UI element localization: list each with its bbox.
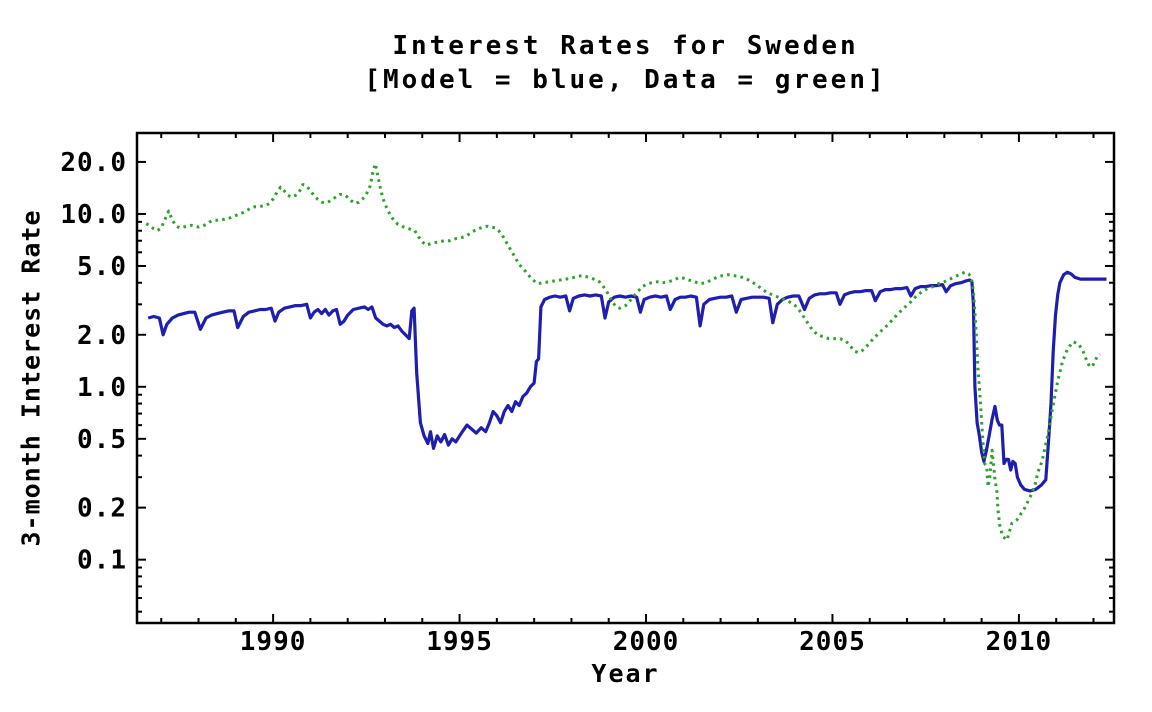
x-tick-label: 2000 xyxy=(613,627,680,657)
x-tick-label: 1995 xyxy=(426,627,493,657)
data-line xyxy=(145,162,1101,542)
y-tick-label: 1.0 xyxy=(77,373,127,403)
chart-subtitle: [Model = blue, Data = green] xyxy=(364,65,887,95)
x-tick-label: 1990 xyxy=(240,627,307,657)
y-tick-label: 5.0 xyxy=(77,252,127,282)
y-tick-label: 0.1 xyxy=(77,546,127,576)
x-axis-label: Year xyxy=(591,659,660,688)
plot-border xyxy=(135,131,1116,625)
y-tick-label: 0.5 xyxy=(77,425,127,455)
y-tick-label: 20.0 xyxy=(60,148,127,178)
y-tick-label: 2.0 xyxy=(77,321,127,351)
y-tick-label: 0.2 xyxy=(77,494,127,524)
chart-title: Interest Rates for Sweden xyxy=(392,31,859,61)
y-tick-label: 10.0 xyxy=(60,200,127,230)
x-tick-label: 2005 xyxy=(799,627,866,657)
model-line xyxy=(147,270,1107,493)
x-tick-label: 2010 xyxy=(986,627,1053,657)
